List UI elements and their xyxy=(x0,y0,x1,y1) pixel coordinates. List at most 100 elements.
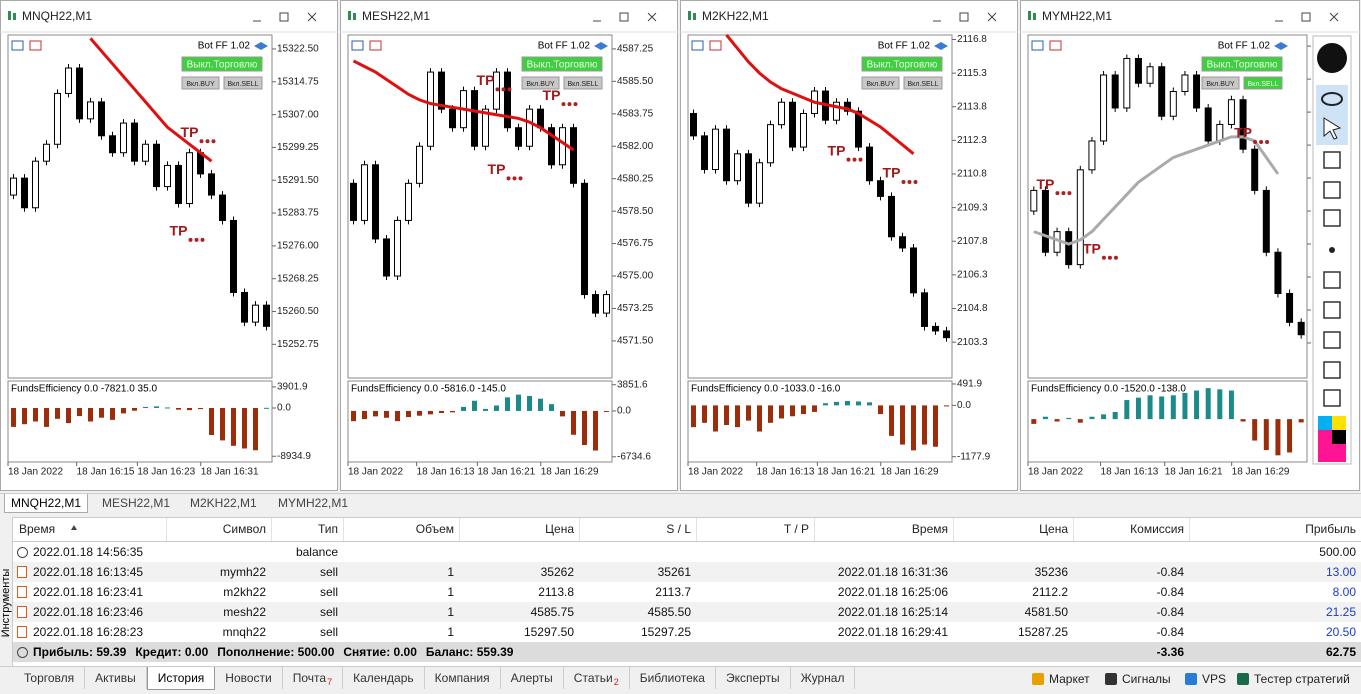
bottom-tab[interactable]: Компания xyxy=(425,667,501,689)
bot-button[interactable] xyxy=(1243,76,1283,90)
tab-label[interactable]: Торговля xyxy=(24,671,75,685)
close-button[interactable] xyxy=(307,12,317,22)
bottom-tab[interactable]: Журнал xyxy=(791,667,856,689)
tab-label[interactable]: Алерты xyxy=(510,671,553,685)
title-icon xyxy=(1028,11,1031,20)
candle xyxy=(186,152,193,205)
chart-tab[interactable]: M2KH22,M1 xyxy=(190,496,257,510)
column-header[interactable]: Время xyxy=(911,522,948,536)
bot-button[interactable] xyxy=(181,56,263,72)
tool-button[interactable] xyxy=(1323,331,1341,349)
color-swatch[interactable] xyxy=(1318,430,1332,444)
bot-button[interactable] xyxy=(223,76,263,90)
window-title: M2KH22,M1 xyxy=(702,9,769,23)
column-header[interactable]: Объем xyxy=(415,522,454,536)
tab-label[interactable]: Библиотека xyxy=(639,671,705,685)
bot-button-label[interactable]: Вкл.BUY xyxy=(1206,81,1235,88)
bottom-tab[interactable]: Календарь xyxy=(343,667,425,689)
close-button[interactable] xyxy=(987,12,997,22)
bot-button[interactable] xyxy=(861,56,943,72)
maximize-button[interactable] xyxy=(959,12,969,22)
column-header[interactable]: Время xyxy=(19,522,56,536)
right-tab[interactable]: Маркет xyxy=(1049,672,1090,686)
color-swatch[interactable] xyxy=(1332,430,1346,444)
tool-button[interactable] xyxy=(1323,271,1341,289)
tool-button[interactable] xyxy=(1329,247,1335,253)
bot-button[interactable] xyxy=(521,76,560,90)
tab-label[interactable]: Статьи xyxy=(573,671,613,685)
bottom-tab[interactable]: Новости xyxy=(215,667,283,689)
tab-label[interactable]: Новости xyxy=(225,671,272,685)
column-header[interactable]: Цена xyxy=(545,522,574,536)
tab-label[interactable]: Компания xyxy=(434,671,490,685)
tool-button[interactable] xyxy=(1323,209,1341,227)
tab-label[interactable]: История xyxy=(157,671,205,685)
bottom-tab[interactable]: Эксперты xyxy=(716,667,791,689)
maximize-button[interactable] xyxy=(1301,12,1311,22)
right-tab-icon[interactable] xyxy=(1185,673,1197,685)
right-tab-icon[interactable] xyxy=(1032,673,1044,685)
bot-button[interactable] xyxy=(181,76,220,90)
right-tab[interactable]: Сигналы xyxy=(1122,672,1171,686)
bot-button[interactable] xyxy=(1201,56,1283,72)
color-swatch[interactable] xyxy=(1318,416,1332,430)
maximize-button[interactable] xyxy=(279,12,289,22)
bot-button-label[interactable]: Выкл.Торговлю xyxy=(1207,60,1278,71)
tool-button[interactable] xyxy=(1323,301,1341,319)
chart-tab[interactable]: MESH22,M1 xyxy=(102,496,171,510)
tool-button[interactable] xyxy=(1323,151,1341,169)
bottom-tab[interactable]: Активы xyxy=(85,667,147,689)
tool-button[interactable] xyxy=(1323,389,1341,407)
tab-label[interactable]: Эксперты xyxy=(725,671,780,685)
tool-button[interactable] xyxy=(1323,181,1341,199)
bottom-tab[interactable]: История xyxy=(146,667,216,690)
bottom-tab[interactable]: Статьи2 xyxy=(564,667,630,689)
indicator-bar xyxy=(406,410,411,418)
column-header[interactable]: Цена xyxy=(1039,522,1068,536)
right-tab-icon[interactable] xyxy=(1237,673,1249,685)
bot-button[interactable] xyxy=(521,56,603,72)
bottom-tab[interactable]: Алерты xyxy=(501,667,564,689)
tab-label[interactable]: Почта xyxy=(292,671,327,685)
color-swatch[interactable] xyxy=(1318,444,1346,462)
right-tab[interactable]: VPS xyxy=(1202,672,1227,686)
bottom-tab[interactable]: Торговля xyxy=(14,667,86,689)
moving-average xyxy=(352,59,575,152)
bottom-tab[interactable]: Библиотека xyxy=(630,667,716,689)
bot-button-label[interactable]: Вкл.SELL xyxy=(228,81,259,88)
column-header[interactable]: Символ xyxy=(222,522,266,536)
color-swatch[interactable] xyxy=(1332,416,1346,430)
chart-tab[interactable]: MNQH22,M1 xyxy=(4,494,89,513)
bot-button[interactable] xyxy=(1201,76,1240,90)
tab-label[interactable]: Календарь xyxy=(353,671,414,685)
bot-button-label[interactable]: Вкл.BUY xyxy=(866,81,895,88)
column-header[interactable]: Комиссия xyxy=(1130,522,1184,536)
bot-button-label[interactable]: Выкл.Торговлю xyxy=(527,60,598,71)
bot-button-label[interactable]: Вкл.BUY xyxy=(526,81,555,88)
tp-dot xyxy=(1101,255,1106,260)
maximize-button[interactable] xyxy=(619,12,629,22)
column-header[interactable]: Тип xyxy=(317,522,338,536)
tool-button[interactable] xyxy=(1323,361,1341,379)
bot-button[interactable] xyxy=(903,76,943,90)
right-tab-icon[interactable] xyxy=(1105,673,1117,685)
bot-button[interactable] xyxy=(861,76,900,90)
column-header[interactable]: Прибыль xyxy=(1305,522,1356,536)
bot-button-label[interactable]: Вкл.SELL xyxy=(1248,81,1279,88)
tool-button[interactable] xyxy=(1317,43,1347,73)
bot-button-label[interactable]: Выкл.Торговлю xyxy=(187,60,258,71)
close-button[interactable] xyxy=(647,12,657,22)
bot-button-label[interactable]: Выкл.Торговлю xyxy=(867,60,938,71)
tab-label[interactable]: Активы xyxy=(95,671,136,685)
right-tab[interactable]: Тестер стратегий xyxy=(1254,672,1350,686)
tab-label[interactable]: Журнал xyxy=(800,671,845,685)
chart-tab[interactable]: MYMH22,M1 xyxy=(278,496,349,510)
bottom-tab[interactable]: Почта7 xyxy=(283,667,344,689)
column-header[interactable]: T / P xyxy=(783,522,809,536)
bot-button-label[interactable]: Вкл.SELL xyxy=(568,81,599,88)
bot-button-label[interactable]: Вкл.SELL xyxy=(908,81,939,88)
bot-button[interactable] xyxy=(563,76,603,90)
column-header[interactable]: S / L xyxy=(666,522,691,536)
bot-button-label[interactable]: Вкл.BUY xyxy=(186,81,215,88)
close-button[interactable] xyxy=(1329,12,1339,22)
